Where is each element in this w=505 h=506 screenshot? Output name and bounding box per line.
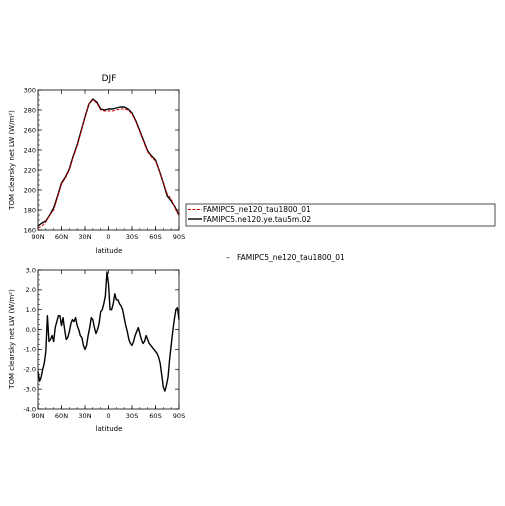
legend-frame [185, 203, 496, 227]
bottom-chart-ticks: 90N 60N 30N 0 30S 60S 90S -4.0 -3.0 -2.0 -1.0 0.0 1.… [23, 266, 185, 420]
top-chart-ytick-label: 180 [24, 206, 36, 214]
top-chart-series-line-1 [37, 98, 180, 227]
bottom-chart-ytick-label: -3.0 [23, 385, 36, 393]
bottom-chart-xlabel: latitude [96, 425, 123, 433]
top-chart-ytick-label: 240 [24, 146, 36, 154]
legend-label-0: FAMIPC5_ne120_tau1800_01 [203, 205, 311, 214]
bottom-chart-xtick-label: 30S [126, 412, 138, 420]
top-chart-lines [37, 98, 180, 229]
top-chart-xtick-label: 90N [31, 233, 44, 241]
bottom-chart-ytick-label: 3.0 [26, 266, 36, 274]
bottom-chart: TOM clearsky net LW (W/m²) latitude 90N 6… [8, 266, 185, 433]
bottom-chart-xtick-label: 90N [31, 412, 44, 420]
lower-legend: – FAMIPC5_ne120_tau1800_01 [226, 253, 345, 262]
legend-box: FAMIPC5_ne120_tau1800_01 FAMIPC5.ne120.y… [185, 203, 496, 227]
top-chart-series-line-0 [37, 99, 180, 229]
bottom-chart-ytick-label: 2.0 [26, 286, 36, 294]
bottom-chart-ytick-label: 0.0 [26, 326, 36, 334]
top-chart: DJF TOM clearsky net LW (W/m²) latitude … [8, 74, 185, 255]
top-chart-xtick-label: 60N [55, 233, 68, 241]
top-chart-ytick-label: 280 [24, 106, 36, 114]
top-chart-title: DJF [102, 74, 117, 84]
bottom-chart-ytick-label: 1.0 [26, 306, 36, 314]
top-chart-xtick-label: 90S [173, 233, 185, 241]
top-chart-ytick-label: 260 [24, 126, 36, 134]
top-chart-xtick-label: 60S [149, 233, 161, 241]
bottom-chart-frame [37, 269, 180, 410]
top-chart-ytick-label: 300 [24, 86, 36, 94]
top-chart-ylabel: TOM clearsky net LW (W/m²) [8, 110, 16, 211]
bottom-chart-xtick-label: 0 [106, 412, 110, 420]
top-chart-ytick-label: 200 [24, 186, 36, 194]
top-chart-xlabel: latitude [96, 247, 123, 255]
bottom-chart-xtick-label: 30N [78, 412, 91, 420]
top-chart-ticks: 90N 60N 30N 0 30S 60S 90S 160 180 200 220 240 260 280… [24, 86, 186, 241]
bottom-chart-ytick-label: -1.0 [23, 346, 36, 354]
lower-legend-label: FAMIPC5_ne120_tau1800_01 [237, 253, 345, 262]
lower-legend-symbol: – [226, 253, 230, 262]
top-chart-ytick-label: 160 [24, 226, 36, 234]
bottom-chart-lines [37, 271, 180, 392]
top-chart-ytick-label: 220 [24, 166, 36, 174]
top-chart-xtick-label: 30S [126, 233, 138, 241]
top-chart-xtick-label: 30N [78, 233, 91, 241]
bottom-chart-ytick-label: -4.0 [23, 405, 36, 413]
bottom-chart-xtick-label: 90S [173, 412, 185, 420]
bottom-chart-series-line-0 [37, 271, 180, 392]
legend-label-1: FAMIPC5.ne120.ye.tau5m.02 [203, 215, 311, 224]
bottom-chart-ytick-label: -2.0 [23, 366, 36, 374]
top-chart-frame [37, 89, 180, 231]
bottom-chart-xtick-label: 60N [55, 412, 68, 420]
top-chart-xtick-label: 0 [106, 233, 110, 241]
bottom-chart-ylabel: TOM clearsky net LW (W/m²) [8, 289, 16, 390]
bottom-chart-xtick-label: 60S [149, 412, 161, 420]
